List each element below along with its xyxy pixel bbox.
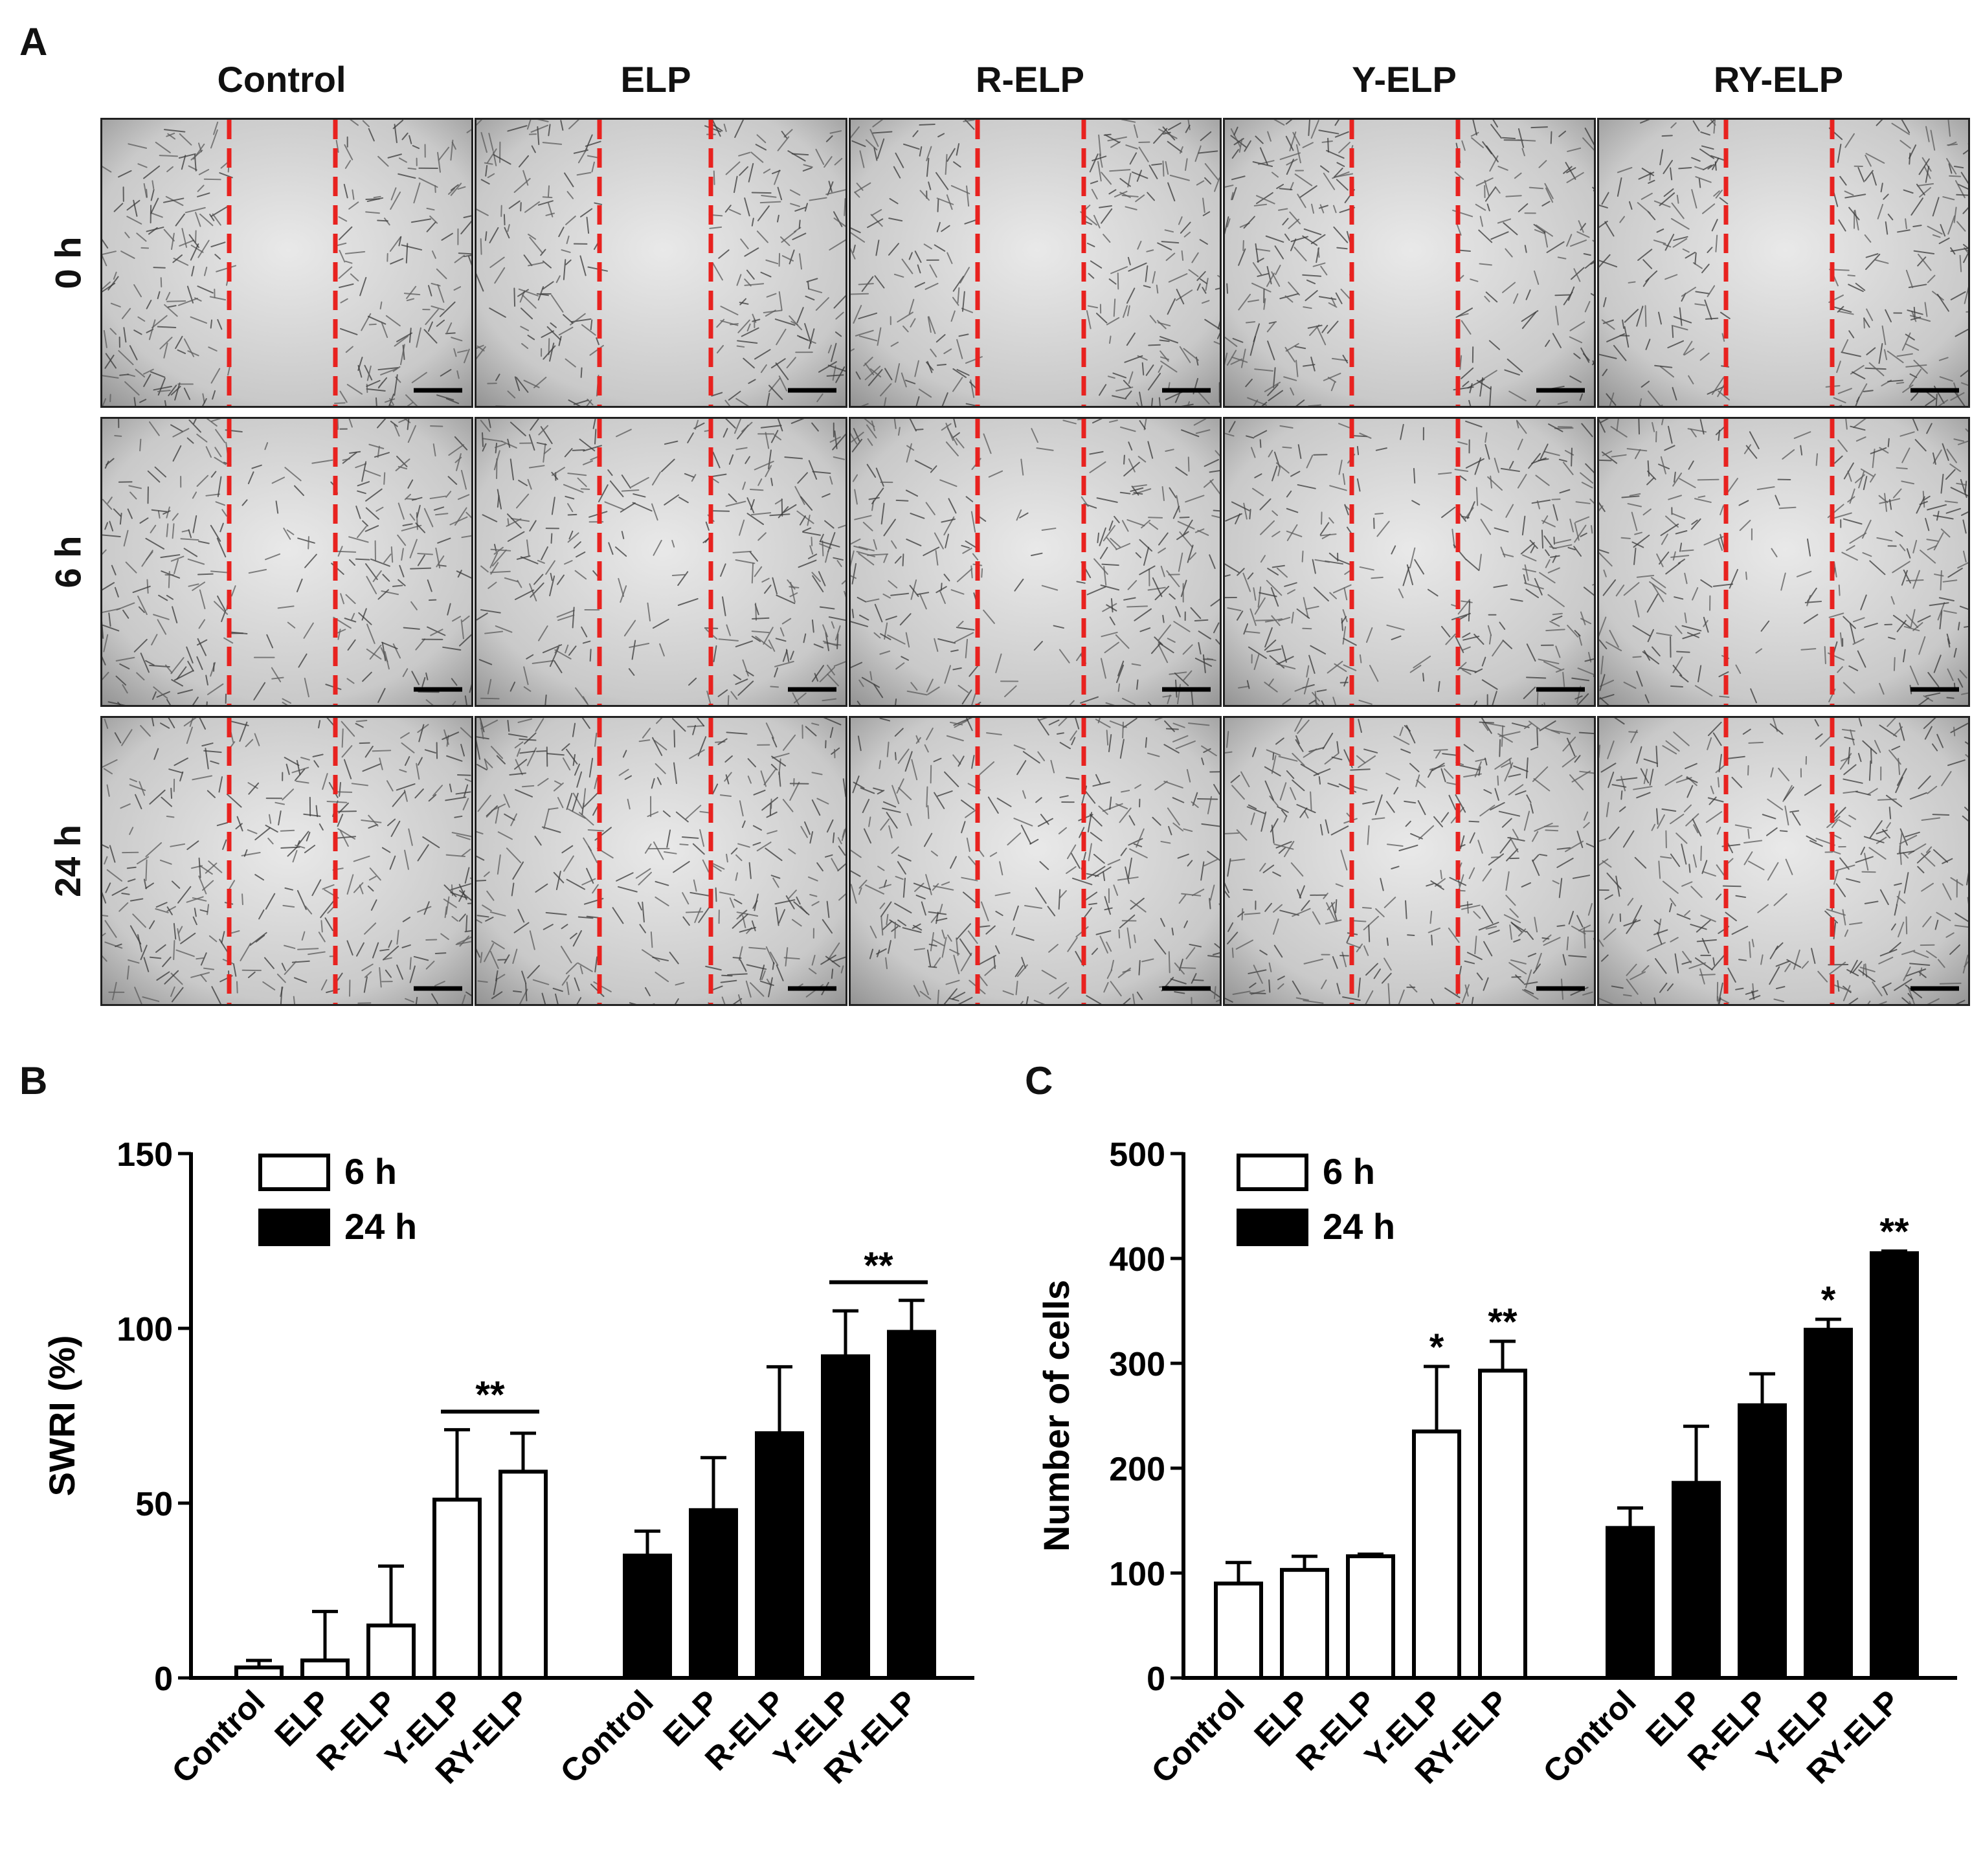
y-tick-label: 500 xyxy=(1109,1136,1165,1174)
y-tick-label: 50 xyxy=(135,1486,173,1523)
bar-6-h-y-elp xyxy=(432,1497,482,1680)
micrograph-r-elp-6-h xyxy=(849,417,1222,707)
significance-mark: * xyxy=(1429,1326,1444,1368)
bar-6-h-ry-elp xyxy=(1478,1368,1527,1680)
micrograph-control-6-h xyxy=(100,417,473,707)
legend-label-24-h: 24 h xyxy=(1323,1206,1395,1247)
micrograph-y-elp-24-h xyxy=(1223,716,1596,1006)
bar-24-h-ry-elp xyxy=(1870,1251,1919,1680)
bar-6-h-control xyxy=(1214,1581,1263,1681)
bar-6-h-r-elp xyxy=(366,1624,416,1680)
bar-6-h-elp xyxy=(1280,1568,1329,1681)
x-tick-label: Control xyxy=(1536,1683,1643,1790)
bar-24-h-control xyxy=(623,1554,672,1680)
bar-24-h-ry-elp xyxy=(887,1330,936,1680)
micrograph-control-0-h xyxy=(100,118,473,408)
significance-label: ** xyxy=(475,1374,505,1416)
micrograph-elp-6-h xyxy=(475,417,847,707)
legend-swatch-24-h xyxy=(1237,1209,1308,1246)
micrograph-control-24-h xyxy=(100,716,473,1006)
significance-mark: ** xyxy=(1488,1301,1518,1343)
legend-label-24-h: 24 h xyxy=(344,1206,417,1247)
bar-6-h-ry-elp xyxy=(499,1469,548,1681)
bar-24-h-elp xyxy=(689,1508,738,1680)
y-axis-label: Number of cells xyxy=(1036,1280,1077,1552)
y-tick-label: 0 xyxy=(1147,1660,1165,1698)
panel-b-label: B xyxy=(19,1059,48,1102)
column-header-ry-elp: RY-ELP xyxy=(1713,59,1844,100)
y-tick-label: 300 xyxy=(1109,1346,1165,1383)
x-tick-label: Control xyxy=(165,1683,272,1790)
micrograph-r-elp-0-h xyxy=(849,118,1222,408)
micrograph-r-elp-24-h xyxy=(849,716,1222,1006)
bar-6-h-elp xyxy=(300,1658,350,1680)
micrograph-elp-0-h xyxy=(475,118,847,408)
x-tick-label: Control xyxy=(1145,1683,1251,1790)
row-header-24h: 24 h xyxy=(47,824,88,898)
column-header-r-elp: R-ELP xyxy=(976,59,1084,100)
micrograph-y-elp-0-h xyxy=(1223,118,1596,408)
micrograph-ry-elp-0-h xyxy=(1597,118,1970,408)
bar-6-h-r-elp xyxy=(1346,1554,1395,1681)
significance-mark: ** xyxy=(1879,1211,1909,1253)
micrograph-elp-24-h xyxy=(475,716,847,1006)
row-header-6h: 6 h xyxy=(47,535,89,588)
legend-swatch-24-h xyxy=(258,1209,330,1246)
column-header-elp: ELP xyxy=(620,59,691,100)
x-tick-label: Control xyxy=(554,1683,660,1790)
y-tick-label: 150 xyxy=(117,1136,173,1174)
legend-swatch-6-h xyxy=(1237,1154,1308,1191)
y-axis-label: SWRI (%) xyxy=(41,1335,82,1497)
y-tick-label: 400 xyxy=(1109,1241,1165,1279)
y-tick-label: 0 xyxy=(154,1660,173,1698)
micrograph-y-elp-6-h xyxy=(1223,417,1596,707)
bar-24-h-control xyxy=(1606,1526,1655,1681)
bar-24-h-elp xyxy=(1672,1480,1721,1680)
micrograph-ry-elp-24-h xyxy=(1597,716,1970,1006)
significance-mark: * xyxy=(1821,1279,1836,1321)
bar-24-h-y-elp xyxy=(821,1354,870,1680)
panel-a-label: A xyxy=(19,20,48,63)
bar-24-h-r-elp xyxy=(755,1431,804,1680)
row-header-0h: 0 h xyxy=(47,236,89,289)
y-tick-label: 100 xyxy=(117,1311,173,1348)
panel-c-label: C xyxy=(1025,1059,1053,1102)
y-tick-label: 200 xyxy=(1109,1451,1165,1488)
y-tick-label: 100 xyxy=(1109,1556,1165,1593)
bar-6-h-y-elp xyxy=(1412,1429,1461,1680)
micrograph-ry-elp-6-h xyxy=(1597,417,1970,707)
legend-label-6-h: 6 h xyxy=(1323,1151,1375,1192)
column-header-y-elp: Y-ELP xyxy=(1352,59,1457,100)
bar-24-h-y-elp xyxy=(1804,1328,1853,1681)
column-header-control: Control xyxy=(217,59,346,100)
bar-24-h-r-elp xyxy=(1738,1403,1787,1680)
legend-label-6-h: 6 h xyxy=(344,1151,397,1192)
significance-label: ** xyxy=(864,1245,893,1287)
legend-swatch-6-h xyxy=(258,1154,330,1191)
bar-6-h-control xyxy=(234,1665,284,1680)
